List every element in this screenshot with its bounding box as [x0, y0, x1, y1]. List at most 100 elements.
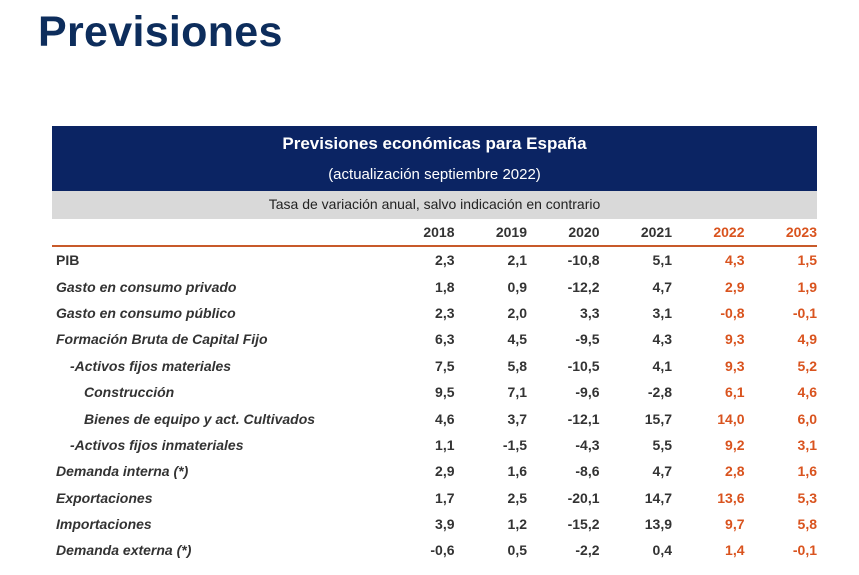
forecast-value-cell: 4,6 [797, 384, 817, 401]
value-cell: -12,2 [567, 278, 600, 295]
forecast-value-cell: 2,9 [725, 278, 745, 295]
forecast-value-cell: 1,9 [797, 278, 817, 295]
table-row: Construcción 9,5 7,1 -9,6 -2,8 6,1 4,6 [52, 379, 817, 405]
row-label: -Activos fijos inmateriales [70, 436, 244, 453]
forecast-value-cell: 3,1 [797, 436, 817, 453]
value-cell: 5,5 [652, 436, 672, 453]
table-header-row: 2018 2019 2020 2021 2022 2023 [52, 219, 817, 247]
table-row: Bienes de equipo y act. Cultivados 4,6 3,7… [52, 405, 817, 431]
row-label: -Activos fijos materiales [70, 357, 232, 374]
table-row: PIB 2,3 2,1 -10,8 5,1 4,3 1,5 [52, 246, 817, 273]
table-row: Importaciones 3,9 1,2 -15,2 13,9 9,7 5,8 [52, 511, 817, 537]
value-cell: 2,1 [507, 252, 527, 269]
row-label: Importaciones [56, 516, 152, 533]
value-cell: 2,3 [435, 252, 455, 269]
value-cell: 4,6 [435, 410, 455, 427]
column-header-forecast: 2023 [744, 219, 817, 247]
value-cell: -15,2 [567, 516, 600, 533]
table-row: Gasto en consumo público 2,3 2,0 3,3 3,1 -0,8… [52, 300, 817, 326]
column-header: 2021 [599, 219, 672, 247]
forecast-value-cell: 4,3 [725, 252, 745, 269]
value-cell: 1,6 [507, 463, 527, 480]
forecast-value-cell: 6,1 [725, 384, 745, 401]
table-row: Demanda interna (*) 2,9 1,6 -8,6 4,7 2,8 1,6 [52, 458, 817, 484]
value-cell: -9,6 [575, 384, 600, 401]
value-cell: -8,6 [575, 463, 600, 480]
column-header: 2020 [527, 219, 600, 247]
value-cell: 3,7 [507, 410, 527, 427]
value-cell: 0,9 [507, 278, 527, 295]
row-label: Demanda externa (*) [56, 542, 192, 559]
value-cell: 3,1 [652, 304, 672, 321]
value-cell: 3,9 [435, 516, 455, 533]
row-label: Bienes de equipo y act. Cultivados [84, 410, 316, 427]
value-cell: 9,5 [435, 384, 455, 401]
value-cell: 6,3 [435, 331, 455, 348]
value-cell: -10,8 [567, 252, 600, 269]
table-row: -Activos fijos inmateriales 1,1 -1,5 -4,3 5,… [52, 432, 817, 458]
value-cell: 5,8 [507, 357, 527, 374]
forecast-value-cell: 13,6 [717, 489, 745, 506]
row-label: Gasto en consumo privado [56, 278, 237, 295]
forecast-table: 2018 2019 2020 2021 2022 2023 PIB 2,3 2,1 -… [52, 219, 817, 564]
column-header: 2018 [382, 219, 455, 247]
forecast-value-cell: -0,8 [720, 304, 745, 321]
forecast-value-cell: -0,1 [792, 542, 817, 559]
value-cell: 2,9 [435, 463, 455, 480]
forecast-value-cell: 6,0 [797, 410, 817, 427]
value-cell: 1,7 [435, 489, 455, 506]
value-cell: -20,1 [567, 489, 600, 506]
table-row: Exportaciones 1,7 2,5 -20,1 14,7 13,6 5,3 [52, 485, 817, 511]
row-label: PIB [56, 252, 80, 269]
value-cell: 2,0 [507, 304, 527, 321]
forecast-value-cell: -0,1 [792, 304, 817, 321]
table-row: Formación Bruta de Capital Fijo 6,3 4,5 -9,… [52, 326, 817, 352]
value-cell: 1,1 [435, 436, 455, 453]
forecast-value-cell: 1,5 [797, 252, 817, 269]
value-cell: -0,6 [430, 542, 455, 559]
forecast-value-cell: 5,3 [797, 489, 817, 506]
forecast-table-panel: Previsiones económicas para España (actu… [52, 126, 817, 564]
forecast-value-cell: 14,0 [717, 410, 745, 427]
header-label-cell [52, 219, 382, 247]
value-cell: 4,7 [652, 463, 672, 480]
table-row: Gasto en consumo privado 1,8 0,9 -12,2 4,7 2,… [52, 273, 817, 299]
table-update-note: (actualización septiembre 2022) [328, 166, 541, 183]
row-label: Exportaciones [56, 489, 153, 506]
value-cell: 15,7 [644, 410, 672, 427]
value-cell: 14,7 [644, 489, 672, 506]
row-label: Formación Bruta de Capital Fijo [56, 331, 268, 348]
forecast-value-cell: 9,3 [725, 331, 745, 348]
column-header-forecast: 2022 [672, 219, 745, 247]
value-cell: 4,7 [652, 278, 672, 295]
value-cell: 3,3 [580, 304, 600, 321]
value-cell: 4,3 [652, 331, 672, 348]
value-cell: 1,2 [507, 516, 527, 533]
forecast-value-cell: 1,6 [797, 463, 817, 480]
table-row: -Activos fijos materiales 7,5 5,8 -10,5 4,1 9… [52, 353, 817, 379]
forecast-value-cell: 9,3 [725, 357, 745, 374]
value-cell: -4,3 [575, 436, 600, 453]
value-cell: 5,1 [652, 252, 672, 269]
column-header: 2019 [454, 219, 527, 247]
value-cell: 4,1 [652, 357, 672, 374]
row-label: Gasto en consumo público [56, 304, 236, 321]
forecast-value-cell: 5,8 [797, 516, 817, 533]
forecast-value-cell: 2,8 [725, 463, 745, 480]
forecast-value-cell: 4,9 [797, 331, 817, 348]
value-cell: 4,5 [507, 331, 527, 348]
value-cell: -2,2 [575, 542, 600, 559]
value-cell: 2,5 [507, 489, 527, 506]
value-cell: -12,1 [567, 410, 600, 427]
value-cell: 7,5 [435, 357, 455, 374]
forecast-value-cell: 9,2 [725, 436, 745, 453]
value-cell: 7,1 [507, 384, 527, 401]
row-label: Construcción [84, 384, 175, 401]
table-banner: Previsiones económicas para España (actu… [52, 126, 817, 191]
value-cell: -1,5 [502, 436, 527, 453]
table-row: Demanda externa (*) -0,6 0,5 -2,2 0,4 1,4 -0,1 [52, 537, 817, 563]
value-cell: -2,8 [647, 384, 672, 401]
value-cell: 0,5 [507, 542, 527, 559]
value-cell: 2,3 [435, 304, 455, 321]
value-cell: -9,5 [575, 331, 600, 348]
